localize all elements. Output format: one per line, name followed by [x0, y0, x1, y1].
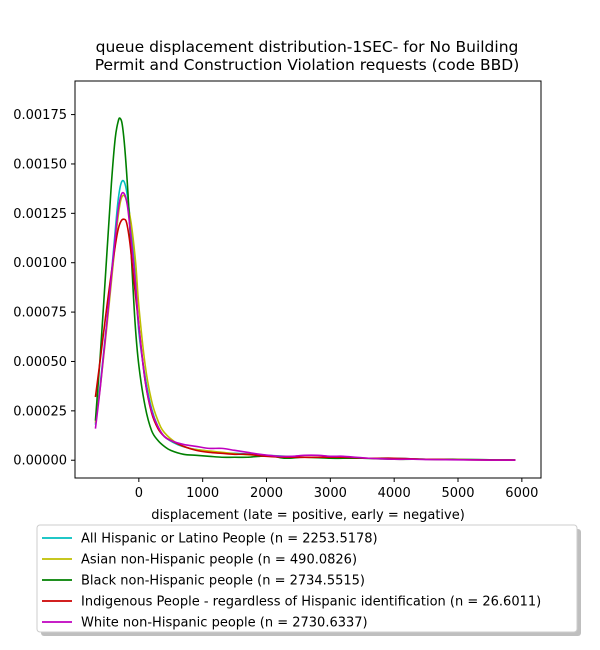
- legend-label-1: Asian non-Hispanic people (n = 490.0826): [81, 553, 357, 568]
- legend-entries: All Hispanic or Latino People (n = 2253.…: [42, 532, 541, 631]
- chart-title-line-1: queue displacement distribution-1SEC- fo…: [96, 38, 519, 56]
- plot-lines: [94, 117, 516, 461]
- x-axis-label: displacement (late = positive, early = n…: [151, 508, 465, 523]
- legend-box: [36, 524, 578, 633]
- series-line-4: [94, 191, 516, 461]
- y-tick-label: 0.00025: [13, 404, 67, 419]
- y-tick-label: 0.00150: [13, 157, 67, 172]
- x-tick-label: 1000: [186, 486, 219, 501]
- y-tick-label: 0.00075: [13, 306, 67, 321]
- series-line-3: [94, 218, 516, 461]
- y-axis: 0.00000 0.00025 0.00050 0.00075 0.00100 0.001…: [13, 108, 75, 469]
- legend-label-4: White non-Hispanic people (n = 2730.6337…: [81, 616, 368, 631]
- y-tick-label: 0.00100: [13, 256, 67, 271]
- x-tick-label: 2000: [250, 486, 283, 501]
- series-line-0: [94, 179, 516, 461]
- x-tick-label: 4000: [378, 486, 411, 501]
- x-tick-label: 3000: [314, 486, 347, 501]
- x-tick-label: 6000: [505, 486, 538, 501]
- legend-label-0: All Hispanic or Latino People (n = 2253.…: [81, 532, 378, 547]
- x-tick-label: 0: [135, 486, 143, 501]
- legend-label-2: Black non-Hispanic people (n = 2734.5515…: [81, 574, 365, 589]
- x-axis: 0 1000 2000 3000 4000 5000 6000: [135, 478, 538, 501]
- plot-frame: [74, 80, 542, 479]
- series-line-2: [94, 117, 516, 461]
- y-tick-label: 0.00125: [13, 207, 67, 222]
- x-tick-label: 5000: [441, 486, 474, 501]
- legend-label-3: Indigenous People - regardless of Hispan…: [81, 595, 541, 610]
- chart-title-line-2: Permit and Construction Violation reques…: [95, 56, 520, 74]
- y-tick-label: 0.00175: [13, 108, 67, 123]
- y-tick-label: 0.00000: [13, 454, 67, 469]
- y-tick-label: 0.00050: [13, 355, 67, 370]
- legend: All Hispanic or Latino People (n = 2253.…: [36, 524, 581, 636]
- series-line-1: [94, 194, 516, 461]
